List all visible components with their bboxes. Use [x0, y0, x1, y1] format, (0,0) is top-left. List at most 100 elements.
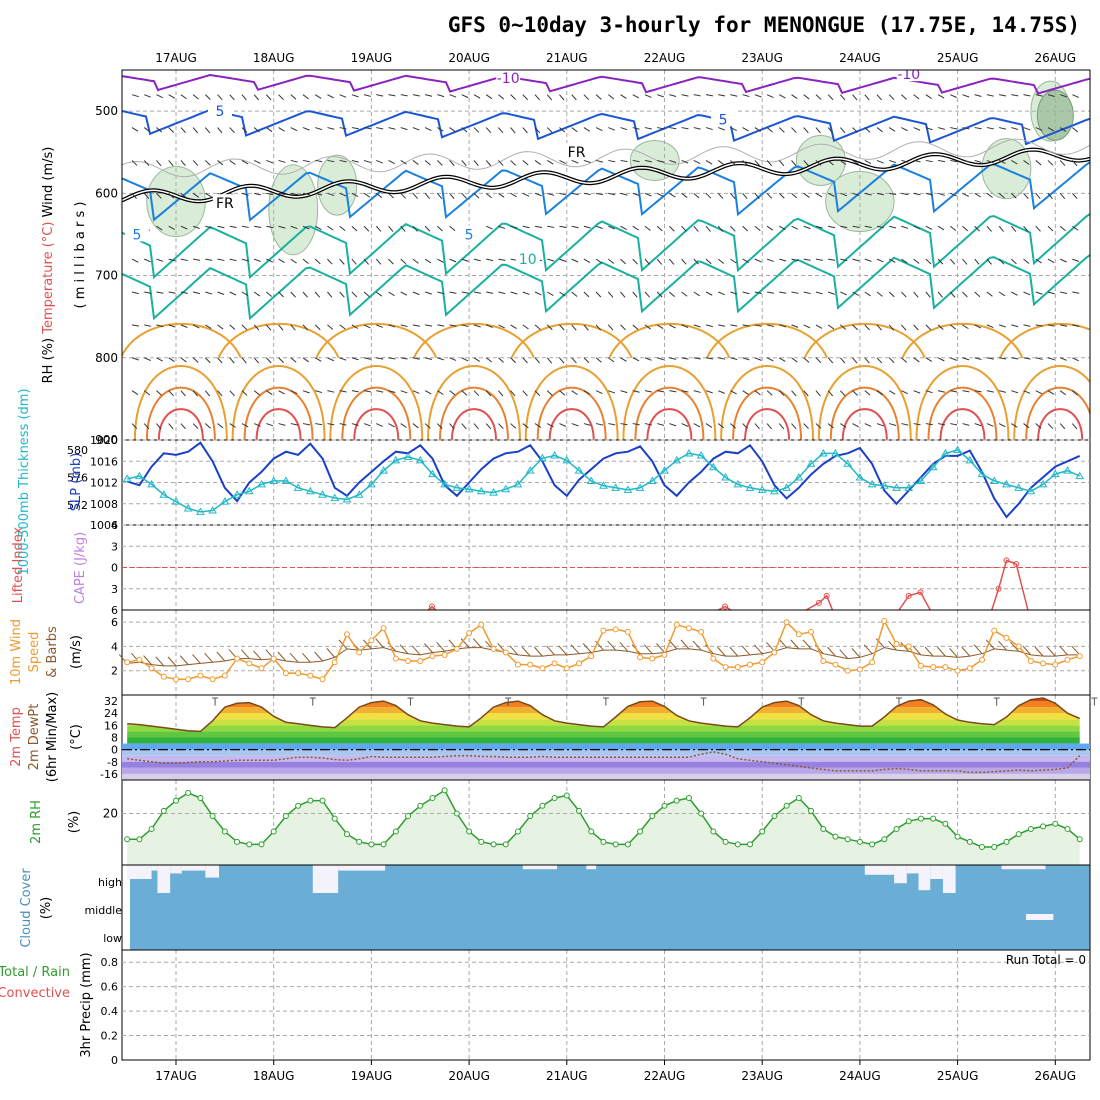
wind-barb: [168, 357, 175, 362]
warm-isotherm: [1025, 386, 1090, 440]
wind-barb: [754, 258, 762, 263]
wind-barb: [608, 258, 615, 264]
thickness-marker: [269, 476, 279, 484]
wind-barb: [205, 225, 213, 229]
wind-barb: [937, 258, 944, 265]
wind-barb: [766, 192, 773, 199]
high-cloud-gap: [157, 865, 171, 893]
rh-marker: [429, 795, 436, 802]
wind-barb: [681, 258, 687, 265]
wind-barb: [754, 225, 761, 232]
wind-barb: [180, 324, 188, 328]
wind-barb: [839, 390, 846, 397]
wind-barb: [962, 324, 969, 330]
wind-barb: [657, 423, 665, 426]
wind-speed-marker: [661, 651, 668, 658]
wind-barb: [742, 291, 750, 295]
wind-barb: [522, 324, 529, 330]
wind-barb: [693, 357, 701, 360]
wind-barb: [596, 192, 604, 196]
rh-marker: [685, 795, 692, 802]
wind-barb: [974, 324, 982, 329]
wind-barb: [791, 324, 799, 328]
wind-barb: [742, 160, 749, 166]
rh-marker: [356, 838, 363, 845]
wind-barb: [632, 192, 640, 196]
wind-barb: [241, 423, 249, 428]
top-date-label: 20AUG: [448, 51, 490, 65]
surface-wind-barb: [1010, 641, 1020, 652]
wind-speed-marker: [637, 654, 644, 661]
wind-barb: [290, 390, 298, 394]
wind-barb: [253, 390, 260, 396]
warm-isotherm: [817, 365, 912, 440]
warm-isotherm: [243, 386, 314, 440]
rh-marker: [1052, 820, 1059, 827]
thickness-marker: [586, 476, 596, 484]
rh-marker: [124, 836, 131, 843]
rh-marker: [649, 813, 656, 820]
wind-barb: [449, 193, 455, 199]
wind-barb: [559, 291, 566, 297]
wind-barb: [950, 159, 958, 163]
wind-barb: [742, 94, 750, 98]
wind-barb: [864, 423, 872, 427]
cold-band: [122, 773, 1090, 780]
wind-barb: [889, 159, 897, 164]
wind-barb: [962, 258, 968, 265]
wind-barb: [705, 258, 712, 265]
contour-label-bg: [124, 225, 149, 242]
wind-barb: [131, 94, 139, 98]
wind-barb: [681, 94, 689, 97]
wind-speed-marker: [478, 621, 485, 628]
wind-barb: [1072, 324, 1080, 327]
wind-barb: [693, 94, 701, 97]
wind-barb: [156, 225, 163, 231]
wind-barb: [925, 192, 933, 196]
wind-speed-marker: [746, 661, 753, 668]
wind-barb: [168, 423, 174, 430]
wind-barb: [876, 94, 883, 101]
isotherm: [122, 161, 1090, 222]
axis-labels: RH (%) Temperature (°C) Wind (m/s) ( m i…: [0, 147, 1086, 1058]
wind-barb: [180, 291, 188, 294]
thickness-marker: [574, 466, 584, 474]
upper-air-panel: -10 -10 5 5 5 5 10 FR FR 500 600 700 800 900: [95, 69, 1091, 447]
thickness-marker: [977, 469, 987, 478]
wind-barb: [840, 423, 847, 428]
wind-barb: [815, 94, 822, 100]
thickness-tick: 580: [67, 444, 88, 457]
wind-barb: [412, 192, 418, 199]
wind-barb: [253, 423, 261, 427]
wind-speed-marker: [905, 643, 912, 650]
warm-isotherm: [803, 322, 926, 359]
surface-wind-barb: [1071, 645, 1081, 656]
surface-wind-barb: [924, 646, 934, 657]
lifted-marker: [905, 592, 912, 599]
wind-barb: [913, 291, 919, 298]
wind-barb: [632, 324, 639, 330]
wind-barb: [192, 357, 199, 363]
wind-barb: [327, 357, 334, 362]
high-cloud-gap: [338, 865, 386, 871]
thickness-marker: [476, 486, 486, 495]
rh-marker: [917, 815, 924, 822]
rh-marker: [991, 843, 998, 850]
thickness-marker: [904, 483, 914, 491]
barb-trend-line: [127, 647, 1080, 667]
thickness-marker: [647, 476, 657, 484]
wind-barb: [204, 127, 211, 134]
wind-barb: [681, 159, 689, 164]
thickness-marker: [159, 490, 169, 498]
wind-speed-marker: [148, 665, 155, 672]
top-date-label: 26AUG: [1035, 51, 1077, 65]
wind-barb: [803, 357, 810, 363]
lifted-marker: [815, 599, 822, 606]
rh-marker: [466, 828, 473, 835]
wind-barb: [718, 324, 726, 327]
pressure-tick: 600: [95, 186, 118, 200]
bottom-date-label: 24AUG: [839, 1069, 881, 1083]
wind-barb: [583, 324, 589, 331]
wind-barb: [949, 225, 957, 231]
wind-barb: [424, 160, 431, 166]
